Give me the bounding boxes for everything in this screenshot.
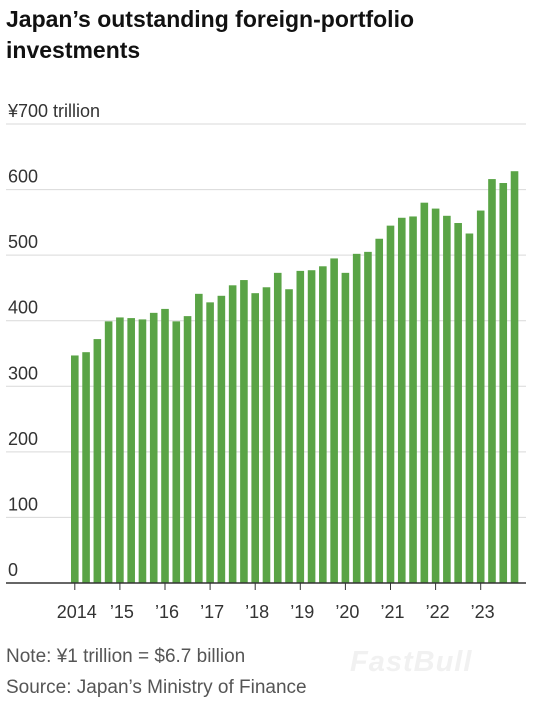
bar [420, 202, 429, 583]
bar [375, 238, 384, 583]
bar [510, 171, 519, 583]
y-tick-label: 200 [8, 429, 38, 449]
bar [228, 285, 237, 583]
y-tick-label: 0 [8, 560, 18, 580]
bar [454, 223, 462, 583]
bar-chart: 0 100 200 300 400 500 600 ¥700 trillion 2014 ’15 ’… [6, 101, 526, 622]
x-tick-label: ’19 [290, 602, 314, 622]
bar [341, 272, 350, 583]
bar [138, 319, 147, 583]
y-tick-label: ¥700 trillion [7, 101, 100, 121]
x-tick-label: 2014 [57, 602, 97, 622]
bar [206, 302, 214, 583]
bar [161, 308, 169, 583]
chart-note: Note: ¥1 trillion = $6.7 billion [6, 646, 246, 667]
x-tick-label: ’17 [200, 602, 224, 622]
bar [127, 318, 135, 583]
y-tick-label: 300 [8, 363, 38, 383]
bar [251, 293, 259, 583]
bar [319, 266, 327, 583]
watermark-logo: FastBull [350, 646, 473, 678]
bar [149, 312, 158, 583]
bar [364, 251, 372, 583]
y-tick-label: 600 [8, 167, 38, 187]
bar [307, 270, 316, 583]
chart-title: Japan’s outstanding foreign-portfolio in… [6, 6, 415, 63]
bar [488, 179, 496, 583]
bar [386, 225, 395, 583]
bar [285, 289, 293, 583]
bar [330, 258, 338, 583]
chart-source: Source: Japan’s Ministry of Finance [6, 677, 307, 698]
bar [82, 352, 90, 583]
bar [262, 287, 271, 583]
bar [296, 270, 305, 583]
bar [397, 217, 406, 583]
bar [352, 253, 361, 583]
bar [116, 317, 124, 583]
y-tick-label: 500 [8, 232, 38, 252]
bar [104, 321, 113, 583]
bar [465, 233, 474, 584]
bar [195, 293, 203, 583]
y-tick-label: 100 [8, 494, 38, 514]
x-tick-label: ’16 [155, 602, 179, 622]
bar [93, 339, 102, 583]
bar [172, 321, 181, 583]
x-tick-label: ’15 [110, 602, 134, 622]
x-tick-label: ’23 [471, 602, 495, 622]
bar [217, 295, 226, 583]
x-tick-label: ’20 [335, 602, 359, 622]
bar [431, 208, 440, 583]
bar [240, 280, 248, 583]
bar [409, 216, 417, 583]
bar [476, 210, 485, 583]
x-tick-label: ’18 [245, 602, 269, 622]
bar [71, 355, 79, 583]
bar [443, 215, 451, 584]
bar [183, 316, 192, 583]
y-tick-label: 400 [8, 298, 38, 318]
x-tick-label: ’21 [380, 602, 404, 622]
bar [499, 183, 508, 583]
x-tick-label: ’22 [426, 602, 450, 622]
bar [273, 272, 282, 583]
